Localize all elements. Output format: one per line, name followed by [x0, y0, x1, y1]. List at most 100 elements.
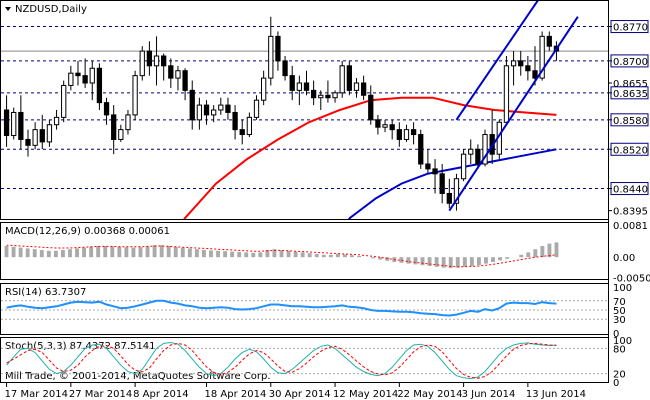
macd-label: MACD(12,26,9) 0.00368 0.00061: [5, 226, 170, 237]
candle-body: [296, 82, 302, 91]
price-tick-label: 0.8580: [613, 116, 648, 127]
x-tick-label: 27 Mar 2014: [69, 389, 132, 400]
rsi-tick-label: 0: [613, 329, 619, 340]
macd-tick-label: -0.00504: [613, 273, 650, 284]
candle-body: [525, 65, 531, 72]
macd-tick-label: 0.00: [613, 253, 635, 264]
price-tick-label: 0.8700: [613, 57, 648, 68]
candle-body: [282, 60, 288, 77]
candle-body: [146, 50, 153, 67]
rsi-label: RSI(14) 63.7307: [5, 287, 86, 298]
candle-body: [353, 82, 360, 91]
candle-body: [111, 114, 117, 140]
candle-body: [546, 35, 552, 47]
x-tick-label: 12 May 2014: [333, 389, 398, 400]
candle-body: [332, 92, 338, 99]
x-tick-label: 3 Jun 2014: [462, 389, 516, 400]
trend-channel-upper: [455, 1, 539, 121]
x-tick-label: 22 May 2014: [397, 389, 462, 400]
candle-body: [68, 72, 74, 86]
candle-body: [246, 116, 253, 136]
candle-body: [189, 89, 195, 121]
candle-body: [289, 75, 295, 91]
candle-body: [239, 129, 245, 136]
x-tick-label: 18 Apr 2014: [205, 389, 267, 400]
price-pane-frame: [0, 0, 609, 220]
candle-body: [460, 153, 467, 180]
candle-body: [268, 35, 274, 79]
price-tick-label: 0.8655: [613, 79, 648, 90]
candle-body: [11, 111, 17, 137]
price-tick-label: 0.8440: [613, 185, 648, 196]
candle-body: [425, 163, 431, 170]
candle-body: [360, 82, 367, 96]
candle-body: [475, 148, 481, 165]
price-tick-label: 0.8395: [613, 207, 648, 218]
candle-body: [103, 102, 110, 116]
stoch-main-line: [6, 341, 557, 380]
candle-body: [82, 75, 88, 84]
candle-body: [125, 114, 131, 131]
stoch-tick-label: 0: [613, 378, 619, 389]
candle-body: [453, 178, 460, 204]
candle-body: [96, 67, 103, 104]
candle-body: [446, 192, 452, 204]
candle-body: [403, 129, 410, 140]
candle-body: [175, 70, 181, 79]
candle-body: [39, 129, 45, 143]
candle-body: [18, 111, 24, 140]
candle-body: [89, 67, 95, 84]
candle-body: [439, 173, 445, 194]
candle-body: [218, 104, 224, 111]
x-tick-label: 30 Apr 2014: [269, 389, 331, 400]
stoch-signal-line: [6, 342, 557, 379]
candle-body: [253, 99, 260, 118]
candle-body: [182, 70, 188, 91]
candle-body: [132, 75, 138, 116]
candle-body: [303, 82, 310, 91]
moving-average-line: [347, 148, 557, 219]
x-tick-label: 13 Jun 2014: [526, 389, 586, 400]
copyright-text: Mill Trade, © 2001-2014, MetaQuotes Soft…: [5, 371, 271, 382]
candle-body: [203, 104, 210, 116]
candle-body: [32, 129, 38, 146]
stoch-tick-label: 80: [613, 344, 626, 355]
chart-title: NZDUSD,Daily: [15, 4, 87, 15]
symbol-dropdown-icon[interactable]: [5, 7, 11, 11]
candle-body: [232, 111, 238, 131]
candle-body: [503, 65, 510, 123]
moving-average-line: [183, 96, 557, 219]
x-tick-label: 8 Apr 2014: [133, 389, 188, 400]
rsi-tick-label: 70: [613, 297, 626, 308]
price-tick-label: 0.8635: [613, 89, 648, 100]
price-tick-label: 0.8520: [613, 145, 648, 156]
stoch-label: Stoch(5,3,3) 87.4372 87.5141: [5, 341, 156, 352]
candle-body: [225, 104, 231, 113]
candle-body: [61, 84, 67, 118]
candle-body: [510, 60, 517, 67]
trend-channel-lower: [448, 16, 579, 212]
candle-body: [410, 129, 417, 136]
x-tick-label: 17 Mar 2014: [5, 389, 68, 400]
candle-body: [318, 94, 324, 99]
candle-body: [3, 109, 10, 137]
candle-body: [518, 60, 524, 67]
candle-body: [168, 65, 174, 79]
candle-body: [532, 70, 538, 79]
candle-body: [375, 119, 381, 128]
candle-body: [468, 148, 474, 155]
candle-body: [25, 138, 31, 146]
candle-body: [275, 35, 281, 62]
candle-body: [539, 35, 545, 79]
candle-body: [482, 134, 488, 165]
candle-body: [75, 72, 81, 77]
candle-body: [432, 168, 438, 175]
rsi-tick-label: 50: [613, 306, 626, 317]
candle-body: [118, 129, 124, 140]
candle-body: [339, 65, 345, 94]
candle-body: [139, 50, 145, 77]
candle-body: [161, 55, 167, 67]
candle-body: [396, 129, 402, 140]
